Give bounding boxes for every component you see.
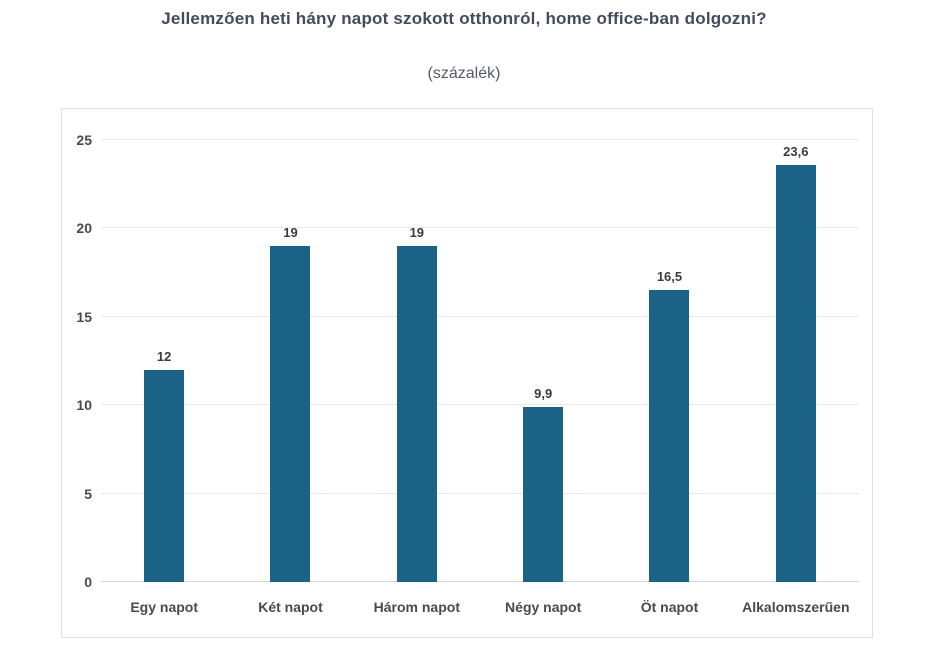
bar-value-label: 19 [409, 225, 425, 241]
x-axis-label: Két napot [258, 599, 323, 615]
bar [270, 246, 311, 582]
y-tick-label: 5 [84, 485, 92, 502]
bar [523, 406, 564, 582]
y-tick-label: 10 [76, 397, 92, 414]
y-tick-label: 15 [76, 308, 92, 325]
bar-column: 23,6 [733, 140, 859, 582]
y-tick-label: 20 [76, 220, 92, 237]
gridline [101, 227, 859, 229]
bar-column: 16,5 [606, 140, 732, 582]
x-axis-label: Négy napot [505, 599, 582, 615]
chart-subtitle: (százalék) [427, 65, 501, 82]
x-axis-label: Három napot [373, 599, 460, 615]
bar [396, 246, 437, 582]
bar-value-label: 9,9 [534, 385, 553, 401]
gridline [101, 492, 859, 494]
bar [775, 164, 816, 582]
bar-column: 19 [354, 140, 480, 582]
bar-value-label: 12 [156, 348, 172, 364]
gridline [101, 139, 859, 140]
bar-column: 19 [227, 140, 353, 582]
x-axis-line [101, 581, 859, 582]
x-axis-label: Öt napot [640, 599, 699, 615]
x-axis-label: Alkalomszerűen [742, 599, 850, 615]
chart-title: Jellemzően heti hány napot szokott ottho… [161, 9, 767, 28]
gridline [101, 404, 859, 406]
plot-area: 0 5 10 15 20 25 12 19 19 9,9 16,5 23,6 [76, 132, 859, 590]
x-axis: Egy napot Két napot Három napot Négy napot Ö… [101, 597, 859, 617]
bar-column: 12 [101, 140, 227, 582]
y-tick-label: 25 [76, 132, 92, 148]
bar [144, 369, 185, 582]
bar-value-label: 23,6 [783, 143, 809, 159]
gridline [101, 315, 859, 317]
bar-value-label: 19 [283, 225, 298, 241]
bar-value-label: 16,5 [656, 269, 683, 285]
bar-column: 9,9 [480, 140, 606, 582]
chart-container: 0 5 10 15 20 25 12 19 19 9,9 16,5 23,6 Egy napot Két… [61, 108, 873, 638]
y-tick-label: 0 [84, 574, 92, 590]
x-axis-label: Egy napot [130, 599, 198, 615]
bar [649, 290, 690, 582]
